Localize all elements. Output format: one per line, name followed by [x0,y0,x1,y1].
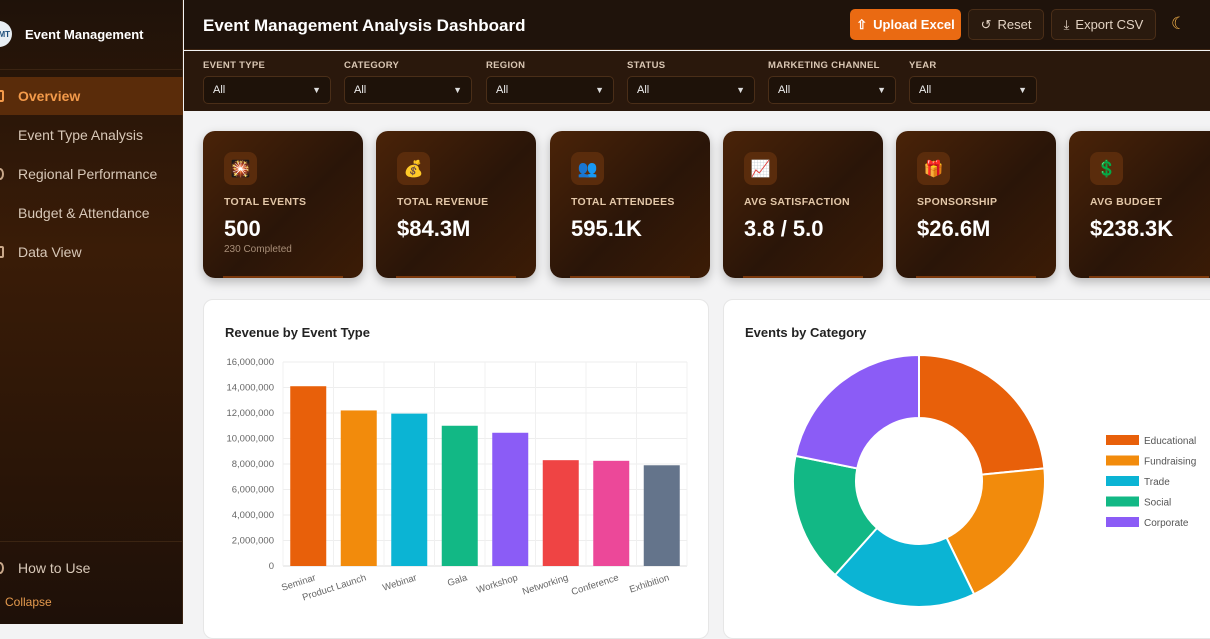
page-title: Event Management Analysis Dashboard [203,16,526,35]
moon-icon[interactable]: ☾ [1171,14,1187,33]
kpi-label: AVG BUDGET [1090,196,1163,208]
grid-icon [0,90,4,102]
brand: MT Event Management [0,0,183,70]
export-label: Export CSV [1075,17,1144,32]
filter-select[interactable]: All ▼ [768,76,896,104]
collapse-button[interactable]: Collapse [5,595,52,609]
filter-value: All [637,84,650,96]
filter-event-type: EVENT TYPE All ▼ [203,60,331,104]
kpi-value: $238.3K [1090,216,1174,241]
kpi-value: 500 [224,216,261,241]
sidebar-item-event-type-analysis[interactable]: Event Type Analysis [0,116,183,154]
caret-down-icon: ▼ [595,85,604,95]
reset-icon: ↺ [980,16,992,32]
filter-value: All [354,84,367,96]
caret-down-icon: ▼ [312,85,321,95]
events-by-category-card: Events by Category [723,299,1210,639]
filter-category: CATEGORY All ▼ [344,60,472,104]
sidebar-item-label: Budget & Attendance [18,205,150,221]
kpi-label: TOTAL EVENTS [224,196,307,208]
upload-icon: ⇧ [856,16,868,32]
kpi-label: TOTAL REVENUE [397,196,489,208]
export-csv-button[interactable]: ⤓ Export CSV [1051,9,1156,40]
help-label: How to Use [18,560,91,576]
filter-select[interactable]: All ▼ [203,76,331,104]
kpi-card-avg-budget: 💲 AVG BUDGET $238.3K [1069,131,1210,278]
filter-marketing-channel: MARKETING CHANNEL All ▼ [768,60,896,104]
kpi-label: AVG SATISFACTION [744,196,850,208]
how-to-use-link[interactable]: How to Use [0,549,183,587]
globe-icon [0,168,4,180]
kpi-value: 3.8 / 5.0 [744,216,824,241]
filter-value: All [496,84,509,96]
kpi-value: $26.6M [917,216,991,241]
filter-label: CATEGORY [344,60,400,71]
kpi-icon: 💲 [1090,152,1123,185]
filter-value: All [213,84,226,96]
sidebar-item-label: Overview [18,88,81,104]
filter-label: MARKETING CHANNEL [768,60,880,71]
filter-value: All [778,84,791,96]
kpi-icon: 🎇 [224,152,257,185]
filter-select[interactable]: All ▼ [486,76,614,104]
kpi-subtext: 230 Completed [224,244,292,255]
kpi-label: SPONSORSHIP [917,196,998,208]
caret-down-icon: ▼ [453,85,462,95]
kpi-card-total-attendees: 👥 TOTAL ATTENDEES 595.1K [550,131,710,278]
filter-select[interactable]: All ▼ [344,76,472,104]
chart-title: Events by Category [745,325,867,340]
kpi-icon: 👥 [571,152,604,185]
filter-label: YEAR [909,60,937,71]
kpi-card-total-events: 🎇 TOTAL EVENTS 500 230 Completed [203,131,363,278]
kpi-icon: 📈 [744,152,777,185]
filter-bar: EVENT TYPE All ▼ CATEGORY All ▼ REGION All ▼ STAT… [184,51,1210,111]
divider [0,541,183,542]
filter-value: All [919,84,932,96]
filter-select[interactable]: All ▼ [909,76,1037,104]
kpi-card-avg-satisfaction: 📈 AVG SATISFACTION 3.8 / 5.0 [723,131,883,278]
filter-label: STATUS [627,60,666,71]
kpi-value: 595.1K [571,216,642,241]
filter-label: REGION [486,60,526,71]
sidebar-item-label: Regional Performance [18,166,158,182]
sidebar-item-overview[interactable]: Overview [0,77,183,115]
filter-select[interactable]: All ▼ [627,76,755,104]
sidebar-item-label: Data View [18,244,82,260]
logo: MT [0,21,12,47]
kpi-card-total-revenue: 💰 TOTAL REVENUE $84.3M [376,131,536,278]
header: Event Management Analysis Dashboard ⇧ Upl… [184,0,1210,50]
kpi-label: TOTAL ATTENDEES [571,196,675,208]
upload-excel-button[interactable]: ⇧ Upload Excel [850,9,961,40]
caret-down-icon: ▼ [877,85,886,95]
reset-label: Reset [997,17,1032,32]
table-icon [0,246,4,258]
caret-down-icon: ▼ [1018,85,1027,95]
kpi-icon: 💰 [397,152,430,185]
download-icon: ⤓ [1063,16,1070,32]
sidebar-item-label: Event Type Analysis [18,127,144,143]
kpi-value: $84.3M [397,216,471,241]
filter-year: YEAR All ▼ [909,60,1037,104]
kpi-icon: 🎁 [917,152,950,185]
kpi-card-sponsorship: 🎁 SPONSORSHIP $26.6M [896,131,1056,278]
brand-name: Event Management [25,27,144,42]
sidebar-item-regional-performance[interactable]: Regional Performance [0,155,183,193]
filter-status: STATUS All ▼ [627,60,755,104]
help-icon [0,562,4,574]
filter-region: REGION All ▼ [486,60,614,104]
sidebar: MT Event Management Overview Event Type … [0,0,183,624]
sidebar-item-budget-attendance[interactable]: Budget & Attendance [0,194,183,232]
upload-label: Upload Excel [873,17,955,32]
chart-title: Revenue by Event Type [225,325,370,340]
revenue-by-event-type-card: Revenue by Event Type [203,299,709,639]
reset-button[interactable]: ↺ Reset [968,9,1044,40]
caret-down-icon: ▼ [736,85,745,95]
sidebar-item-data-view[interactable]: Data View [0,233,183,271]
filter-label: EVENT TYPE [203,60,266,71]
